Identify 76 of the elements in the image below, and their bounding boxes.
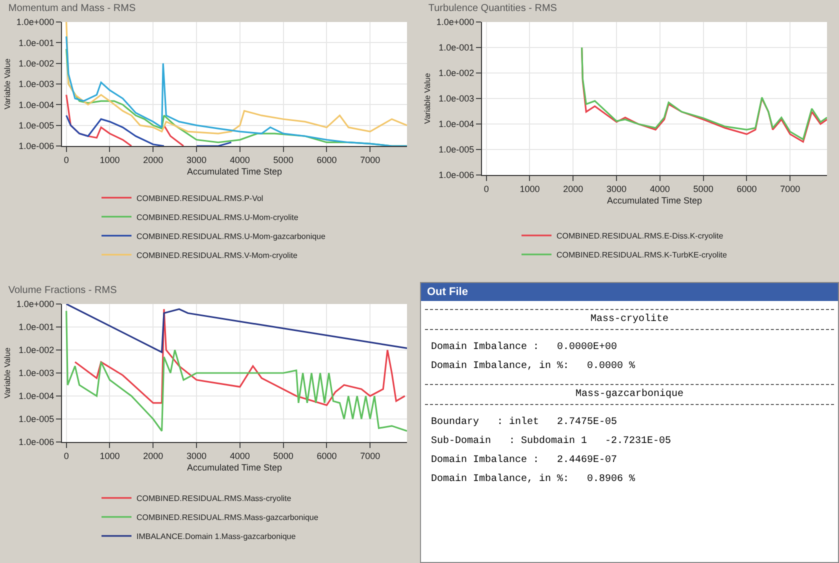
y-tick-label: 1.0e-001 — [18, 322, 54, 332]
x-tick-label: 1000 — [520, 184, 540, 194]
legend-label: COMBINED.RESIDUAL.RMS.Mass-gazcarbonique — [136, 513, 319, 522]
y-tick-label: 1.0e-001 — [438, 42, 474, 53]
x-tick-label: 4000 — [650, 184, 670, 194]
legend-label: COMBINED.RESIDUAL.RMS.U-Mom-cryolite — [136, 212, 299, 222]
x-tick-label: 4000 — [230, 154, 250, 165]
line-series — [66, 22, 407, 134]
x-tick-label: 1000 — [100, 154, 120, 165]
y-tick-label: 1.0e-002 — [438, 68, 474, 78]
legend-label: COMBINED.RESIDUAL.RMS.V-Mom-cryolite — [136, 250, 298, 260]
y-tick-label: 1.0e-005 — [438, 144, 474, 155]
x-axis-title: Accumulated Time Step — [186, 166, 282, 177]
text: Out File — [421, 283, 838, 301]
x-tick-label: 3000 — [606, 184, 627, 194]
text: Boundary : inlet 2.7475E-05 — [430, 416, 618, 430]
line-series — [66, 310, 407, 432]
text: Sub-Domain : Subdomain 1 -2.7231E-05 — [430, 434, 672, 449]
x-tick-label: 6000 — [316, 154, 337, 165]
text: Domain Imbalance, in %: 0.0000 % — [430, 360, 636, 374]
y-tick-label: 1.0e-004 — [18, 391, 54, 402]
y-tick-label: 1.0e-006 — [18, 437, 54, 448]
y-tick-label: 1.0e-001 — [18, 38, 54, 48]
text: Domain Imbalance : 0.0000E+00 — [430, 340, 618, 355]
x-tick-label: 3000 — [186, 450, 207, 461]
y-tick-label: 1.0e-005 — [18, 414, 54, 424]
x-tick-label: 1000 — [100, 450, 120, 461]
x-tick-label: 5000 — [273, 450, 294, 461]
x-axis-title: Accumulated Time Step — [606, 196, 702, 206]
x-tick-label: 3000 — [186, 154, 207, 165]
x-tick-label: 2000 — [563, 184, 584, 194]
x-tick-label: 7000 — [360, 450, 380, 461]
legend-label: COMBINED.RESIDUAL.RMS.P-Vol — [136, 194, 264, 203]
x-axis-title: Accumulated Time Step — [186, 462, 282, 473]
x-tick-label: 0 — [64, 154, 69, 165]
y-tick-label: 1.0e+000 — [16, 17, 54, 28]
x-tick-label: 0 — [64, 450, 69, 461]
x-tick-label: 4000 — [230, 450, 250, 461]
x-tick-label: 5000 — [693, 184, 714, 194]
y-tick-label: 1.0e+000 — [436, 17, 474, 28]
y-tick-label: 1.0e-006 — [438, 170, 474, 180]
x-tick-label: 7000 — [780, 184, 800, 194]
legend-label: COMBINED.RESIDUAL.RMS.Mass-cryolite — [136, 494, 292, 504]
x-tick-label: 5000 — [273, 154, 294, 165]
legend-label: COMBINED.RESIDUAL.RMS.K-TurbKE-cryolite — [556, 250, 728, 260]
text: Domain Imbalance : 2.4469E-07 — [430, 454, 618, 468]
x-tick-label: 6000 — [736, 184, 757, 194]
legend-label: IMBALANCE.Domain 1.Mass-gazcarbonique — [136, 532, 296, 542]
chart-title: Volume Fractions - RMS — [8, 285, 118, 296]
y-tick-label: 1.0e-003 — [18, 368, 54, 378]
y-axis-title: Variable Value — [423, 72, 432, 124]
x-tick-label: 2000 — [143, 154, 164, 165]
x-tick-label: 7000 — [360, 154, 380, 165]
y-tick-label: 1.0e-006 — [18, 141, 54, 152]
y-tick-label: 1.0e-002 — [18, 58, 54, 68]
x-tick-label: 0 — [484, 184, 489, 194]
y-tick-label: 1.0e-002 — [18, 345, 54, 356]
y-tick-label: 1.0e-003 — [438, 94, 474, 104]
y-tick-label: 1.0e-003 — [18, 79, 54, 90]
legend-label: COMBINED.RESIDUAL.RMS.U-Mom-gazcarbonique — [136, 232, 326, 241]
x-tick-label: 6000 — [316, 450, 337, 461]
y-axis-title: Variable Value — [3, 58, 12, 110]
text: Mass-gazcarbonique — [425, 384, 834, 405]
y-tick-label: 1.0e-004 — [438, 119, 474, 130]
y-tick-label: 1.0e+000 — [16, 299, 54, 310]
y-tick-label: 1.0e-005 — [18, 120, 54, 130]
line-series — [66, 304, 407, 354]
x-tick-label: 2000 — [143, 450, 164, 461]
text: Mass-cryolite — [425, 309, 834, 330]
y-axis-title: Variable Value — [3, 347, 12, 398]
y-tick-label: 1.0e-004 — [18, 100, 54, 110]
text: Domain Imbalance, in %: 0.8906 % — [430, 472, 636, 487]
chart-title: Turbulence Quantities - RMS — [428, 3, 558, 14]
chart-title: Momentum and Mass - RMS — [8, 3, 136, 14]
legend-label: COMBINED.RESIDUAL.RMS.E-Diss.K-cryolite — [556, 232, 724, 241]
line-series — [74, 308, 406, 406]
